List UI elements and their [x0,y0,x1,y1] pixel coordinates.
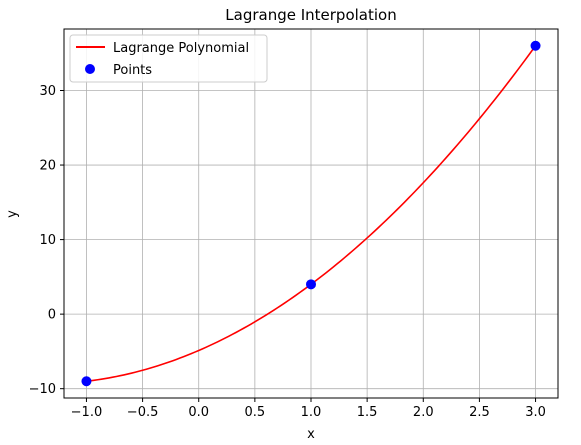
y-tick-label: −10 [29,382,56,397]
plot-series [81,40,541,387]
x-axis-label: x [307,427,315,442]
legend-label-polynomial: Lagrange Polynomial [113,41,249,56]
x-tick-label: 1.0 [301,405,322,420]
x-tick-label: 2.0 [413,405,434,420]
legend-label-points: Points [113,63,152,78]
axis-ticks: −1.0 −0.5 0.0 0.5 1.0 1.5 2.0 2.5 3.0 −10 0 10 20 30 [29,84,546,420]
legend-marker-swatch [85,64,95,74]
y-tick-label: 10 [39,233,56,248]
y-tick-label: 30 [39,84,56,99]
x-tick-label: 3.0 [525,405,546,420]
data-point [81,376,92,387]
legend: Lagrange Polynomial Points [69,34,268,83]
x-tick-label: 0.0 [188,405,209,420]
legend-box [69,34,268,83]
grid [64,29,558,398]
y-tick-label: 20 [39,159,56,174]
data-point [306,279,316,290]
y-axis-label: y [5,210,20,218]
x-tick-label: −1.0 [71,405,103,420]
x-tick-label: 0.5 [245,405,266,420]
x-tick-label: −0.5 [127,405,159,420]
x-tick-label: 1.5 [357,405,378,420]
x-tick-label: 2.5 [469,405,490,420]
y-tick-label: 0 [48,308,56,323]
chart-title: Lagrange Interpolation [225,6,396,24]
data-point [530,40,541,51]
